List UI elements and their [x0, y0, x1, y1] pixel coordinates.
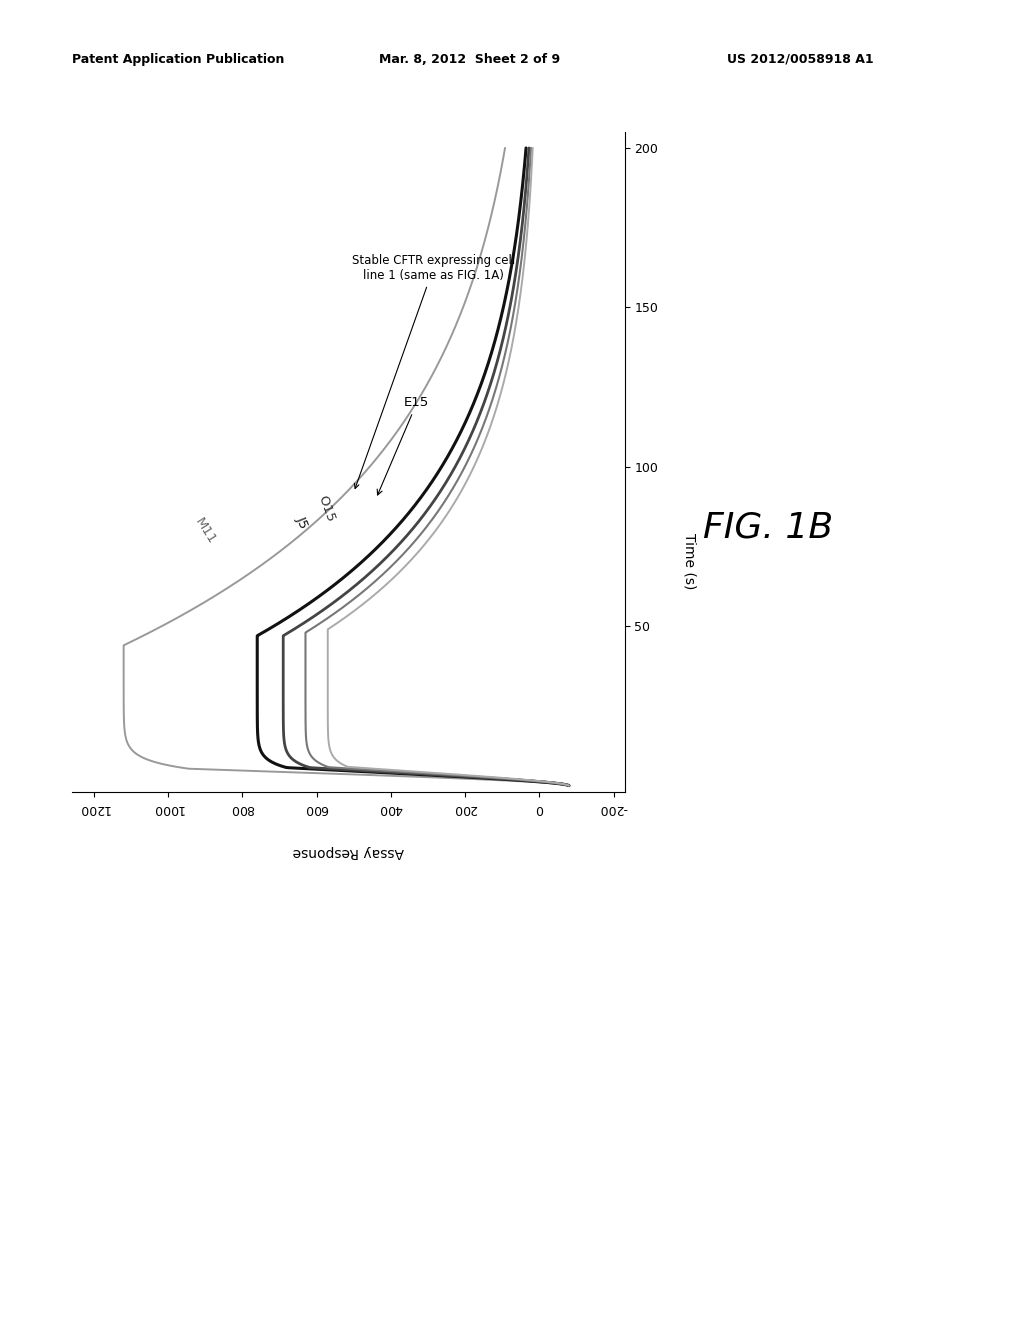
Y-axis label: Time (s): Time (s)	[683, 533, 696, 589]
Text: FIG. 1B: FIG. 1B	[702, 511, 834, 545]
Text: Stable CFTR expressing cell
line 1 (same as FIG. 1A): Stable CFTR expressing cell line 1 (same…	[352, 253, 515, 488]
Text: Mar. 8, 2012  Sheet 2 of 9: Mar. 8, 2012 Sheet 2 of 9	[379, 53, 560, 66]
Text: M11: M11	[193, 516, 218, 546]
Text: O15: O15	[315, 494, 337, 524]
Text: J5: J5	[294, 515, 310, 531]
X-axis label: Assay Response: Assay Response	[293, 845, 403, 859]
Text: US 2012/0058918 A1: US 2012/0058918 A1	[727, 53, 873, 66]
Text: E15: E15	[377, 396, 429, 495]
Text: Patent Application Publication: Patent Application Publication	[72, 53, 284, 66]
